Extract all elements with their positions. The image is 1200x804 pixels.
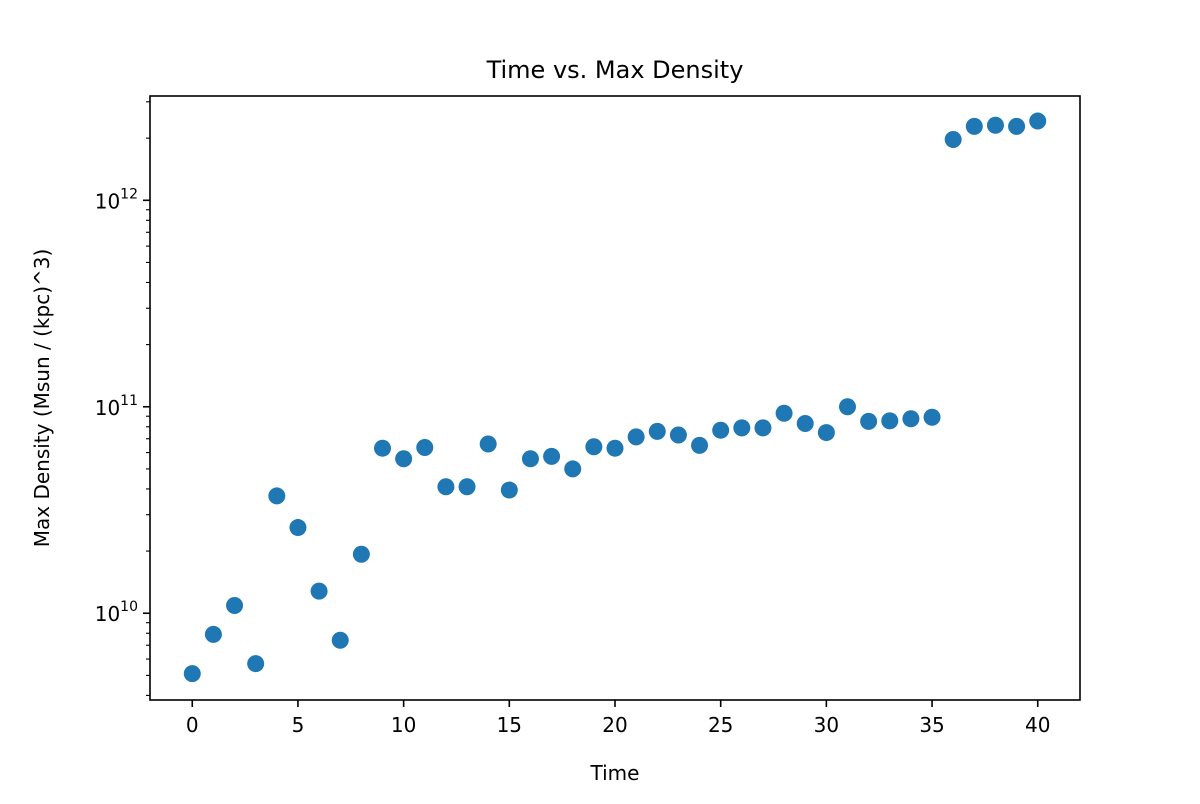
data-point [860,412,878,430]
data-point [479,435,497,453]
data-point [817,424,835,442]
data-point [669,426,687,444]
data-point [247,655,265,673]
data-point [839,398,856,416]
y-tick-label: 1012 [95,186,138,213]
x-axis-label: Time [590,761,640,785]
y-tick-base: 10 [95,189,120,213]
x-tick-label: 35 [919,713,944,737]
data-point [712,421,730,439]
data-point [1029,112,1047,130]
data-point [986,116,1004,134]
data-point [204,625,222,643]
y-tick-exponent: 10 [120,599,138,615]
plot-area-frame [149,95,1081,701]
data-point [183,665,201,683]
data-point [796,414,814,432]
x-tick-label: 40 [1025,713,1050,737]
data-point [268,487,286,505]
chart-title: Time vs. Max Density [486,56,744,84]
data-point [691,436,709,454]
x-tick-label: 15 [497,713,522,737]
data-point [458,478,476,496]
data-point [965,117,983,135]
data-point [331,631,349,649]
data-point [775,404,793,422]
data-point [881,412,899,430]
data-point [437,478,455,496]
x-tick-label: 20 [602,713,627,737]
data-point [374,439,391,457]
data-point [226,597,244,615]
data-point [627,428,645,446]
data-point [606,439,624,457]
y-tick-exponent: 12 [120,186,138,202]
data-points [183,112,1047,683]
data-point [310,582,328,600]
x-tick-label: 25 [708,713,733,737]
y-tick-base: 10 [95,602,120,626]
y-tick-exponent: 11 [120,393,138,409]
data-point [923,408,941,426]
data-point [564,460,582,478]
data-point [944,130,962,148]
x-tick-label: 10 [391,713,416,737]
y-axis-label: Max Density (Msun / (kpc)^3) [30,249,54,548]
data-point [352,545,370,563]
data-point [754,419,772,437]
y-tick-label: 1010 [95,599,138,626]
x-tick-label: 5 [292,713,305,737]
data-point [648,422,666,440]
x-tick-label: 30 [814,713,839,737]
data-point [521,450,539,468]
data-point [543,447,561,465]
y-tick-label: 1011 [95,393,138,420]
data-point [289,519,307,537]
data-point [1008,117,1026,135]
data-point [416,438,434,456]
y-tick-base: 10 [95,396,120,420]
x-tick-label: 0 [186,713,199,737]
data-point [585,438,603,456]
data-point [733,419,751,437]
data-point [500,481,518,499]
data-point [395,450,413,468]
data-point [902,410,920,428]
